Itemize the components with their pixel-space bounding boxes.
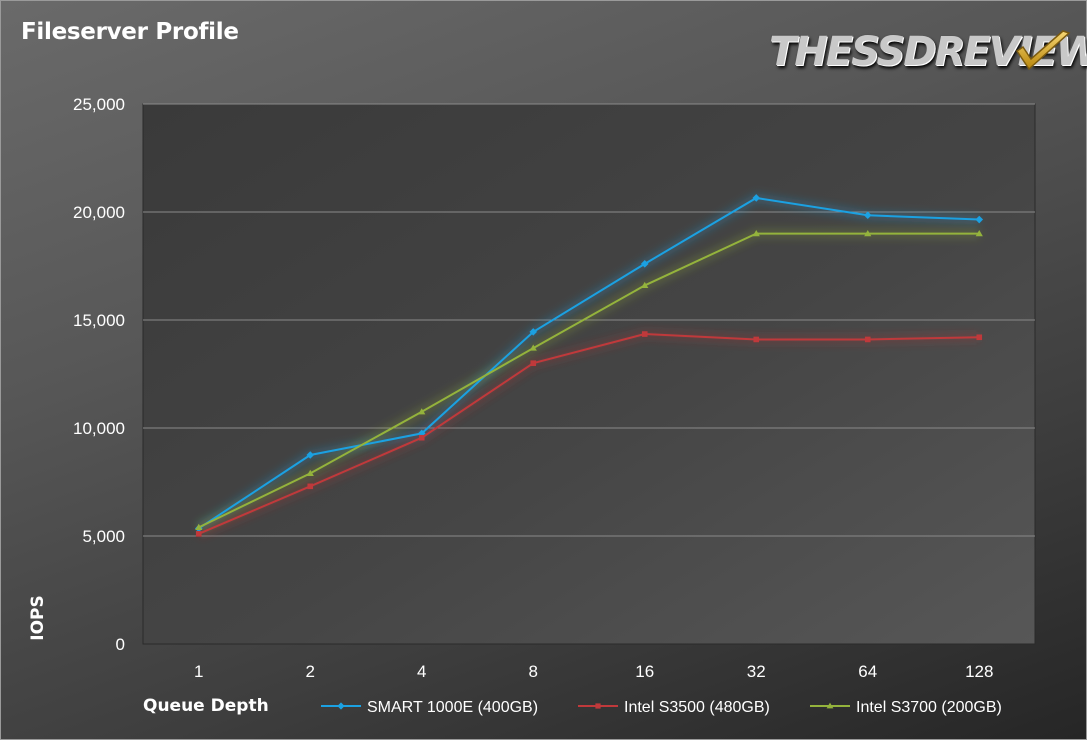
data-point: [641, 281, 649, 289]
data-point: [753, 336, 760, 343]
y-tick-label: 25,000: [73, 95, 125, 114]
y-tick-label: 5,000: [82, 527, 125, 546]
data-point: [417, 429, 426, 438]
data-point: [864, 336, 871, 343]
data-point: [195, 531, 202, 537]
data-point: [864, 230, 872, 237]
data-point: [826, 702, 834, 709]
data-point: [530, 360, 537, 366]
data-point: [641, 331, 648, 337]
x-axis-title: Queue Depth: [143, 696, 269, 716]
data-point: [307, 483, 314, 490]
checkmark-icon: [1015, 30, 1071, 71]
data-point: [640, 260, 649, 268]
legend-label: Intel S3500 (480GB): [624, 699, 770, 716]
x-tick-label: 4: [417, 662, 426, 681]
data-point: [752, 194, 761, 202]
legend-label: SMART 1000E (400GB): [367, 699, 538, 716]
legend: SMART 1000E (400GB) Intel S3500 (480GB) In…: [321, 699, 1002, 716]
x-tick-label: 128: [965, 662, 993, 681]
data-point: [529, 328, 538, 336]
data-point: [306, 469, 314, 476]
data-point: [195, 523, 203, 530]
series-line: [198, 333, 980, 535]
series-line: [198, 232, 980, 529]
data-point: [529, 344, 537, 351]
data-point: [975, 230, 983, 237]
chart-title: Fileserver Profile: [21, 19, 239, 45]
x-tick-label: 2: [306, 662, 315, 681]
x-tick-label: 1: [194, 662, 203, 681]
x-axis-ticks: 1 2 4 8 16 32 64 128: [194, 662, 993, 681]
data-point: [975, 215, 984, 224]
data-point: [863, 211, 872, 220]
y-axis-title: IOPS: [28, 595, 48, 640]
x-tick-label: 8: [529, 662, 538, 681]
brand-logo: THESSDREVIEW: [769, 29, 1087, 75]
legend-label: Intel S3700 (200GB): [856, 699, 1002, 716]
x-tick-label: 64: [858, 662, 877, 681]
y-tick-label: 20,000: [73, 203, 125, 222]
data-point: [306, 451, 315, 459]
series-lines: [194, 194, 984, 537]
data-point: [976, 334, 983, 341]
data-point: [595, 703, 601, 709]
y-tick-label: 10,000: [73, 419, 125, 438]
data-point: [418, 434, 425, 441]
x-tick-label: 16: [635, 662, 654, 681]
y-tick-label: 15,000: [73, 311, 125, 330]
data-point: [752, 230, 760, 237]
y-axis-ticks: 0 5,000 10,000 15,000 20,000 25,000: [73, 95, 125, 654]
data-point: [418, 408, 426, 415]
y-tick-label: 0: [116, 635, 125, 654]
data-point: [337, 702, 345, 710]
x-tick-label: 32: [747, 662, 766, 681]
plot-area: [142, 103, 1036, 645]
series-line: [198, 196, 980, 530]
